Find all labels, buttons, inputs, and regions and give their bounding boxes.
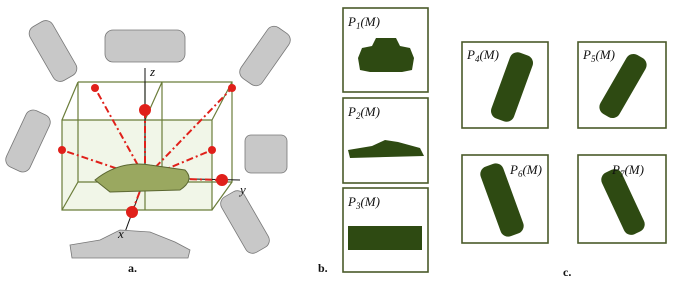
projection-label: P1(M)	[347, 14, 380, 31]
projection-label: P7(M)	[611, 162, 644, 179]
label-symbol: P	[347, 14, 356, 29]
label-argument: (M)	[595, 47, 615, 62]
y-label: y	[238, 182, 246, 197]
label-symbol: P	[509, 162, 518, 177]
label-argument: (M)	[360, 194, 380, 209]
label-symbol: P	[347, 104, 356, 119]
z-label: z	[149, 64, 155, 79]
projection-label: P4(M)	[466, 47, 499, 64]
label-symbol: P	[611, 162, 620, 177]
label-symbol: P	[347, 194, 356, 209]
panel-a: z y x a.	[3, 18, 293, 275]
x-label: x	[117, 226, 124, 241]
projection-label: P2(M)	[347, 104, 380, 121]
label-argument: (M)	[624, 162, 644, 177]
label-argument: (M)	[522, 162, 542, 177]
panel-caption: b.	[318, 261, 328, 275]
label-argument: (M)	[479, 47, 499, 62]
label-argument: (M)	[360, 14, 380, 29]
label-symbol: P	[466, 47, 475, 62]
panel-caption: c.	[563, 265, 571, 279]
projection-label: P3(M)	[347, 194, 380, 211]
panel-b: b.	[318, 8, 428, 275]
projection-label: P6(M)	[509, 162, 542, 179]
label-argument: (M)	[360, 104, 380, 119]
silhouette	[348, 226, 422, 250]
label-symbol: P	[582, 47, 591, 62]
panel-caption: a.	[128, 261, 137, 275]
projection-label: P5(M)	[582, 47, 615, 64]
figure: z y x a. b. c. P1(M) P2(M) P3(M) P4(M) P5(M)…	[0, 0, 678, 282]
panel-c: c.	[462, 42, 666, 279]
